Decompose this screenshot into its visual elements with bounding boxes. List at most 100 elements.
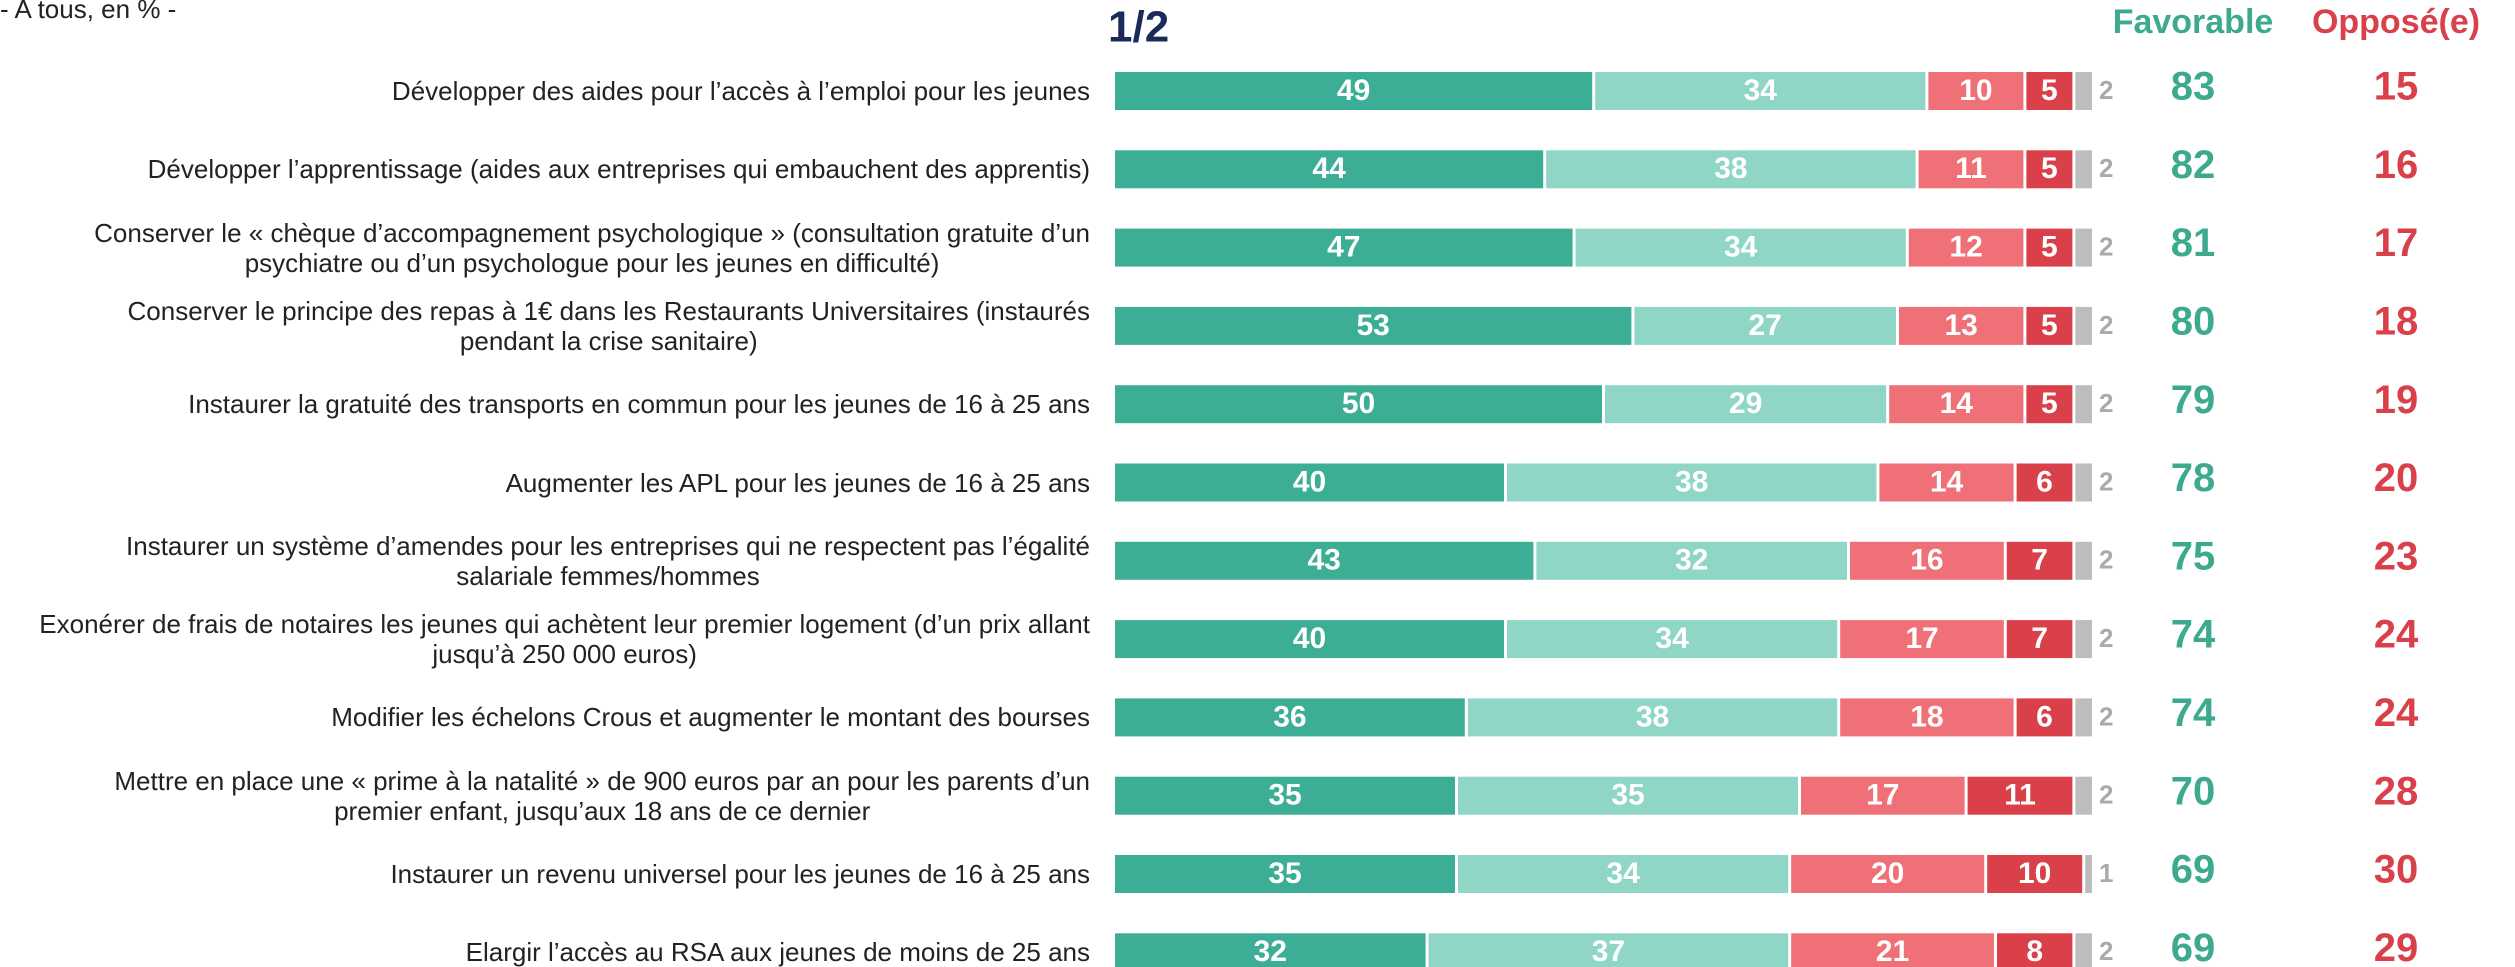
value-label: 14 [1940, 387, 1974, 420]
total-header: Favorable [2113, 3, 2274, 41]
total-value: 81 [2171, 221, 2216, 265]
value-label: 34 [1606, 857, 1640, 890]
value-label: 32 [1254, 935, 1287, 967]
bar-segment [1507, 463, 1877, 502]
value-label: 2 [2099, 623, 2113, 653]
value-label: 27 [1749, 309, 1782, 342]
bar-segment [2026, 385, 2073, 424]
value-label: 11 [1955, 152, 1987, 185]
bar-segment [1575, 228, 1906, 267]
value-label: 11 [2004, 779, 2036, 812]
category-label: Augmenter les APL pour les jeunes de 16 … [505, 467, 1090, 498]
bar-segment [2075, 933, 2092, 967]
value-label: 44 [1312, 152, 1346, 185]
value-label: 5 [2041, 231, 2058, 264]
total-value: 19 [2374, 378, 2419, 422]
value-label: 8 [2026, 935, 2043, 967]
category-label: Développer des aides pour l’accès à l’em… [391, 76, 1090, 106]
bar-segment [2016, 698, 2073, 737]
bar-segment [1791, 855, 1985, 893]
bar-segment [2075, 306, 2092, 345]
bar-segment [1428, 933, 1789, 967]
bar-segment [2016, 463, 2073, 502]
bar-segment [2085, 855, 2092, 893]
value-label: 18 [1910, 700, 1943, 733]
bar-segment [2075, 385, 2092, 424]
bar-segment [2075, 776, 2092, 815]
category-label: Exonérer de frais de notaires les jeunes… [39, 609, 1090, 670]
value-label: 7 [2031, 622, 2048, 655]
bar-segment [2026, 306, 2073, 345]
bar-segment [2006, 620, 2073, 659]
bar-segment [2006, 541, 2073, 580]
bar-segment [1458, 855, 1789, 893]
value-label: 14 [1930, 465, 1964, 498]
category-label: Instaurer un revenu universel pour les j… [390, 859, 1090, 889]
bar-segment [2075, 228, 2092, 267]
bar-segment [2075, 72, 2092, 110]
value-label: 36 [1273, 700, 1306, 733]
value-label: 5 [2041, 152, 2058, 185]
value-label: 13 [1945, 309, 1978, 342]
value-label: 10 [2018, 857, 2051, 890]
bar-segment [1536, 541, 1847, 580]
total-value: 80 [2171, 299, 2216, 343]
bar-segment [1928, 72, 2024, 110]
bar-segment [1879, 463, 2014, 502]
value-label: 5 [2041, 309, 2058, 342]
category-label: Modifier les échelons Crous et augmenter… [331, 702, 1090, 733]
bar-segment [2075, 463, 2092, 502]
bar-segment [1115, 933, 1426, 967]
value-label: 43 [1308, 544, 1341, 577]
bar-segment [1115, 72, 1593, 110]
bar-segment [1595, 72, 1926, 110]
value-label: 40 [1293, 622, 1326, 655]
total-value: 82 [2171, 143, 2216, 187]
bar-segment [1840, 698, 2014, 737]
value-label: 34 [1655, 622, 1689, 655]
value-label: 12 [1949, 231, 1982, 264]
bar-segment [2075, 698, 2092, 737]
total-value: 24 [2374, 613, 2419, 657]
bar-segment [1115, 306, 1632, 345]
bar-segment [2026, 72, 2073, 110]
total-value: 74 [2171, 691, 2216, 735]
category-label: Conserver le « chèque d’accompagnement p… [94, 217, 1090, 278]
value-label: 20 [1871, 857, 1904, 890]
total-value: 74 [2171, 613, 2216, 657]
value-label: 10 [1959, 74, 1992, 107]
value-label: 38 [1714, 152, 1747, 185]
bar-segment [1115, 620, 1504, 659]
value-label: 21 [1876, 935, 1909, 967]
bar-segment [1899, 306, 2024, 345]
total-value: 29 [2374, 926, 2419, 967]
total-header: Opposé(e) [2312, 3, 2480, 41]
bar-segment [1115, 855, 1455, 893]
category-label: Conserver le principe des repas à 1€ dan… [127, 295, 1090, 356]
bar-segment [1634, 306, 1896, 345]
value-label: 37 [1592, 935, 1625, 967]
category-label: Mettre en place une « prime à la natalit… [114, 765, 1090, 826]
value-label: 35 [1611, 779, 1644, 812]
bar-segment [2075, 150, 2092, 189]
value-label: 2 [2099, 388, 2113, 418]
bar-segment [2026, 150, 2073, 189]
bar-segment [1997, 933, 2073, 967]
bar-segment [1605, 385, 1887, 424]
total-value: 30 [2374, 848, 2419, 892]
total-value: 79 [2171, 378, 2216, 422]
value-label: 2 [2099, 75, 2113, 105]
bar-segment [1115, 776, 1455, 815]
value-label: 40 [1293, 465, 1326, 498]
total-value: 20 [2374, 456, 2419, 500]
value-label: 47 [1327, 231, 1360, 264]
value-label: 17 [1905, 622, 1938, 655]
category-label: Elargir l’accès au RSA aux jeunes de moi… [465, 937, 1090, 967]
value-label: 34 [1744, 74, 1778, 107]
bar-segment [1908, 228, 2024, 267]
bar-segment [1467, 698, 1838, 737]
bar-segment [1801, 776, 1965, 815]
value-label: 2 [2099, 153, 2113, 183]
value-label: 6 [2036, 700, 2053, 733]
page-label: 1/2 [1108, 3, 1169, 52]
